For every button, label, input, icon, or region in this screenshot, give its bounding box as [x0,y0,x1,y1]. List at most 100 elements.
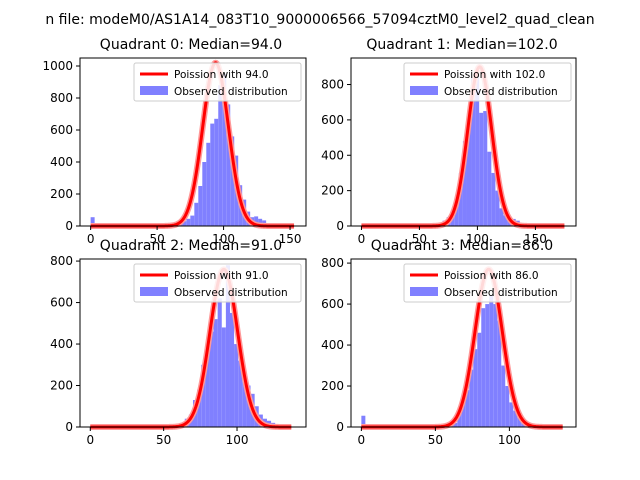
legend: Poission with 91.0 Observed distribution [133,263,302,303]
subplot-title: Quadrant 0: Median=94.0 [100,37,282,53]
histogram-bar [469,369,474,427]
legend-observed-label: Observed distribution [444,86,558,98]
y-tick-label: 200 [50,379,73,393]
histogram-bar [481,308,486,427]
histogram-bar [489,295,494,427]
histogram-bar [485,304,490,427]
x-tick-label: 50 [412,232,427,246]
histogram-bar [238,360,243,427]
x-tick-label: 0 [358,232,366,246]
histogram-bar [213,319,218,427]
legend-observed-label: Observed distribution [174,287,288,299]
x-tick-label: 0 [358,433,366,447]
histogram-bar [209,331,214,427]
histogram-bar [90,217,95,226]
x-tick-label: 50 [149,232,164,246]
y-tick-label: 0 [65,420,73,434]
histogram-bar [230,136,235,226]
subplot-quadrant-2: 0 50 100 0 200 400 600 800 Poission with 91.0 Obs… [50,238,307,447]
legend-box [403,263,572,303]
x-tick-label: 0 [86,433,94,447]
histogram-bar [205,352,210,427]
legend-observed-swatch [410,86,438,95]
legend-observed-label: Observed distribution [444,287,558,299]
histogram-bar [509,402,514,427]
legend-fit-label: Poission with 102.0 [444,69,545,81]
legend-fit-label: Poission with 86.0 [444,270,539,282]
histogram-bar [458,172,463,226]
x-tick-label: 100 [466,232,489,246]
legend-observed-label: Observed distribution [174,86,288,98]
histogram-bar [465,390,470,427]
x-tick-label: 150 [279,232,302,246]
x-tick-label: 50 [156,433,171,447]
y-tick-label: 200 [50,187,73,201]
histogram-bar [186,218,191,226]
y-tick-label: 0 [336,420,344,434]
histogram-bar [493,304,498,427]
y-tick-label: 800 [321,78,344,92]
histogram-bar [501,365,506,427]
subplot-title: Quadrant 2: Median=91.0 [100,238,282,254]
histogram-bar [217,298,222,427]
histogram-bar [361,415,366,427]
histogram-bar [234,344,239,427]
histogram-bar [497,320,502,427]
histogram-bar [453,422,458,427]
histogram-bar [218,85,223,226]
histogram-bar [513,410,518,427]
y-tick-label: 800 [50,91,73,105]
y-tick-label: 400 [321,148,344,162]
y-tick-label: 200 [321,184,344,198]
histogram-bar [462,141,467,226]
histogram-bar [214,118,219,226]
subplot-title: Quadrant 3: Median=86.0 [371,238,553,254]
legend-box [403,62,572,102]
histogram-bar [479,112,484,226]
legend-observed-swatch [140,86,168,95]
histogram-bar [473,349,478,427]
y-tick-label: 0 [65,219,73,233]
y-tick-label: 200 [321,379,344,393]
subplot-quadrant-1: 0 50 100 150 0 200 400 600 800 Poission with 102.… [321,37,577,246]
histogram-bar [503,215,508,226]
histogram-bar [242,377,247,427]
y-tick-label: 800 [321,256,344,270]
histogram-bar [487,151,492,226]
histogram-bar [254,216,259,226]
legend: Poission with 94.0 Observed distribution [133,62,302,102]
histogram-bar [505,386,510,427]
histogram-bar [454,204,459,226]
histogram-bar [206,142,211,226]
histogram-bar [222,74,227,226]
y-tick-label: 600 [321,297,344,311]
x-tick-label: 0 [87,232,95,246]
legend-fit-label: Poission with 94.0 [174,69,269,81]
histogram-bar [194,202,199,226]
y-tick-label: 600 [50,123,73,137]
subplot-title: Quadrant 1: Median=102.0 [366,37,557,53]
histogram-bar [477,332,482,427]
histogram-bar [483,111,488,226]
histogram-bar [229,312,235,427]
histogram-bar [495,190,500,226]
axes-frame [350,258,577,428]
legend: Poission with 102.0 Observed distribution [403,62,572,102]
histogram-bar [190,215,195,226]
y-tick-label: 600 [50,296,73,310]
legend-observed-swatch [140,287,168,296]
legend-observed-swatch [410,287,438,296]
histogram-bar [197,389,202,427]
subplot-quadrant-0: 0 50 100 150 0 200 400 600 800 1000 Poission with … [42,37,307,246]
subplot-quadrant-3: 0 50 100 0 200 400 600 800 Poission with 86.0 Obs… [321,238,577,447]
histogram-bar [499,208,504,226]
y-tick-label: 0 [336,219,344,233]
histogram-bar [182,221,187,226]
y-tick-label: 400 [50,337,73,351]
histogram-bar [202,162,207,226]
y-tick-label: 1000 [42,59,73,73]
y-tick-label: 800 [50,254,73,268]
histogram-bar [210,123,215,226]
histogram-bar [201,364,206,427]
